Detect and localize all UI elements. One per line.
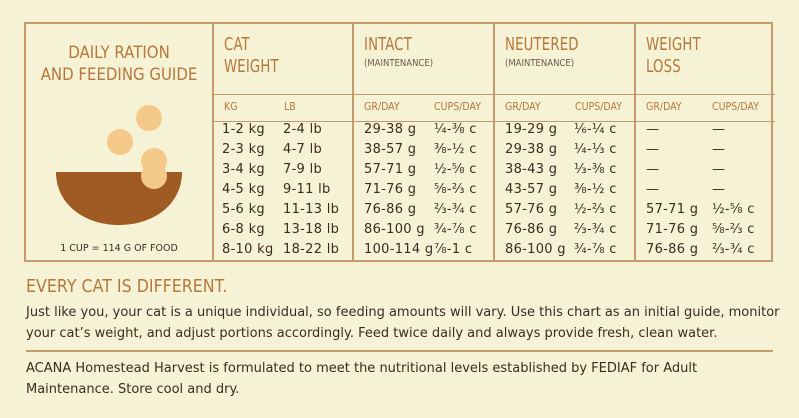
weight-loss-gr-label: GR/DAY bbox=[646, 101, 682, 113]
weight-loss-header: WEIGHT LOSS bbox=[646, 34, 701, 77]
cell-neu-gr: 19-29 g bbox=[505, 122, 558, 137]
cell-int-gr: 71-76 g bbox=[364, 182, 417, 197]
cell-int-cups: ½-⅝ c bbox=[434, 162, 477, 177]
neutered-subheader: GR/DAY CUPS/DAY bbox=[495, 94, 636, 122]
cell-int-cups: ¾-⅞ c bbox=[434, 222, 477, 237]
kg-label: KG bbox=[224, 101, 238, 113]
lb-label: LB bbox=[284, 101, 296, 113]
guide-panel: DAILY RATION AND FEEDING GUIDE 1 CUP = 1… bbox=[26, 24, 212, 260]
cell-neu-cups: ½-⅔ c bbox=[574, 202, 617, 217]
cell-wl-gr: 57-71 g bbox=[646, 202, 699, 217]
cell-int-gr: 57-71 g bbox=[364, 162, 417, 177]
cell-kg: 6-8 kg bbox=[222, 222, 265, 237]
food-bowl-illustration bbox=[56, 105, 182, 225]
cell-kg: 2-3 kg bbox=[222, 142, 265, 157]
cell-kg: 1-2 kg bbox=[222, 122, 265, 137]
cell-wl-cups: — bbox=[712, 122, 726, 137]
cell-int-gr: 86-100 g bbox=[364, 222, 425, 237]
cell-neu-gr: 38-43 g bbox=[505, 162, 558, 177]
notes-heading: EVERY CAT IS DIFFERENT. bbox=[26, 276, 228, 297]
cell-lb: 7-9 lb bbox=[283, 162, 323, 177]
cat-weight-subheader: KG LB bbox=[214, 94, 354, 122]
cell-wl-cups: — bbox=[712, 162, 726, 177]
intact-header: INTACT bbox=[364, 34, 412, 55]
cell-neu-gr: 43-57 g bbox=[505, 182, 558, 197]
cell-int-cups: ⅝-⅔ c bbox=[434, 182, 477, 197]
cell-neu-gr: 57-76 g bbox=[505, 202, 558, 217]
cell-neu-cups: ⅙-¼ c bbox=[574, 122, 617, 137]
cell-wl-cups: — bbox=[712, 182, 726, 197]
cell-int-gr: 29-38 g bbox=[364, 122, 417, 137]
cell-wl-cups: ⅔-¾ c bbox=[712, 242, 755, 257]
cell-int-gr: 38-57 g bbox=[364, 142, 417, 157]
neutered-cups-label: CUPS/DAY bbox=[575, 101, 623, 113]
cell-lb: 4-7 lb bbox=[283, 142, 323, 157]
cell-lb: 9-11 lb bbox=[283, 182, 331, 197]
cell-wl-gr: — bbox=[646, 122, 660, 137]
cell-kg: 5-6 kg bbox=[222, 202, 265, 217]
cell-int-gr: 100-114 g bbox=[364, 242, 434, 257]
cell-wl-cups: ⅝-⅔ c bbox=[712, 222, 755, 237]
cell-lb: 13-18 lb bbox=[283, 222, 340, 237]
cell-lb: 18-22 lb bbox=[283, 242, 340, 257]
cell-lb: 2-4 lb bbox=[283, 122, 323, 137]
neutered-column: NEUTERED (MAINTENANCE) GR/DAY CUPS/DAY bbox=[493, 24, 636, 260]
neutered-header: NEUTERED bbox=[505, 34, 579, 55]
cell-neu-cups: ¼-⅓ c bbox=[574, 142, 617, 157]
weight-loss-cups-label: CUPS/DAY bbox=[712, 101, 760, 113]
feeding-guide-table: DAILY RATION AND FEEDING GUIDE 1 CUP = 1… bbox=[24, 22, 775, 262]
cell-wl-gr: 76-86 g bbox=[646, 242, 699, 257]
intact-subtitle: (MAINTENANCE) bbox=[364, 58, 434, 69]
notes-body: Just like you, your cat is a unique indi… bbox=[26, 305, 780, 341]
weight-loss-subheader: GR/DAY CUPS/DAY bbox=[636, 94, 775, 122]
cell-wl-gr: — bbox=[646, 162, 660, 177]
cell-wl-gr: — bbox=[646, 182, 660, 197]
intact-cups-label: CUPS/DAY bbox=[434, 101, 482, 113]
cell-kg: 3-4 kg bbox=[222, 162, 265, 177]
cell-neu-cups: ⅜-½ c bbox=[574, 182, 617, 197]
neutered-subtitle: (MAINTENANCE) bbox=[505, 58, 575, 69]
cell-kg: 8-10 kg bbox=[222, 242, 274, 257]
cell-int-cups: ⅔-¾ c bbox=[434, 202, 477, 217]
intact-subheader: GR/DAY CUPS/DAY bbox=[354, 94, 495, 122]
weight-loss-column: WEIGHT LOSS GR/DAY CUPS/DAY bbox=[634, 24, 775, 260]
cell-neu-cups: ⅔-¾ c bbox=[574, 222, 617, 237]
intact-column: INTACT (MAINTENANCE) GR/DAY CUPS/DAY bbox=[352, 24, 495, 260]
kibble-top bbox=[136, 105, 162, 131]
cell-neu-gr: 86-100 g bbox=[505, 242, 566, 257]
cell-int-cups: ⅞-1 c bbox=[434, 242, 473, 257]
guide-title: DAILY RATION AND FEEDING GUIDE bbox=[40, 43, 198, 85]
cell-wl-gr: 71-76 g bbox=[646, 222, 699, 237]
cell-kg: 4-5 kg bbox=[222, 182, 265, 197]
divider bbox=[26, 350, 773, 352]
kibble-left bbox=[107, 129, 133, 155]
cup-conversion-note: 1 CUP = 114 G OF FOOD bbox=[60, 243, 178, 254]
neutered-gr-label: GR/DAY bbox=[505, 101, 541, 113]
kibble-in-bowl bbox=[141, 163, 167, 189]
cell-int-gr: 76-86 g bbox=[364, 202, 417, 217]
cell-wl-cups: ½-⅝ c bbox=[712, 202, 755, 217]
cell-neu-gr: 76-86 g bbox=[505, 222, 558, 237]
cell-wl-cups: — bbox=[712, 142, 726, 157]
cat-weight-header: CAT WEIGHT bbox=[224, 34, 279, 77]
cell-int-cups: ⅜-½ c bbox=[434, 142, 477, 157]
cell-neu-cups: ¾-⅞ c bbox=[574, 242, 617, 257]
cell-int-cups: ¼-⅜ c bbox=[434, 122, 477, 137]
intact-gr-label: GR/DAY bbox=[364, 101, 400, 113]
cat-weight-column: CAT WEIGHT KG LB bbox=[212, 24, 354, 260]
cell-neu-gr: 29-38 g bbox=[505, 142, 558, 157]
cell-lb: 11-13 lb bbox=[283, 202, 340, 217]
notes-footer: ACANA Homestead Harvest is formulated to… bbox=[26, 361, 698, 397]
cell-neu-cups: ⅓-⅜ c bbox=[574, 162, 617, 177]
cell-wl-gr: — bbox=[646, 142, 660, 157]
